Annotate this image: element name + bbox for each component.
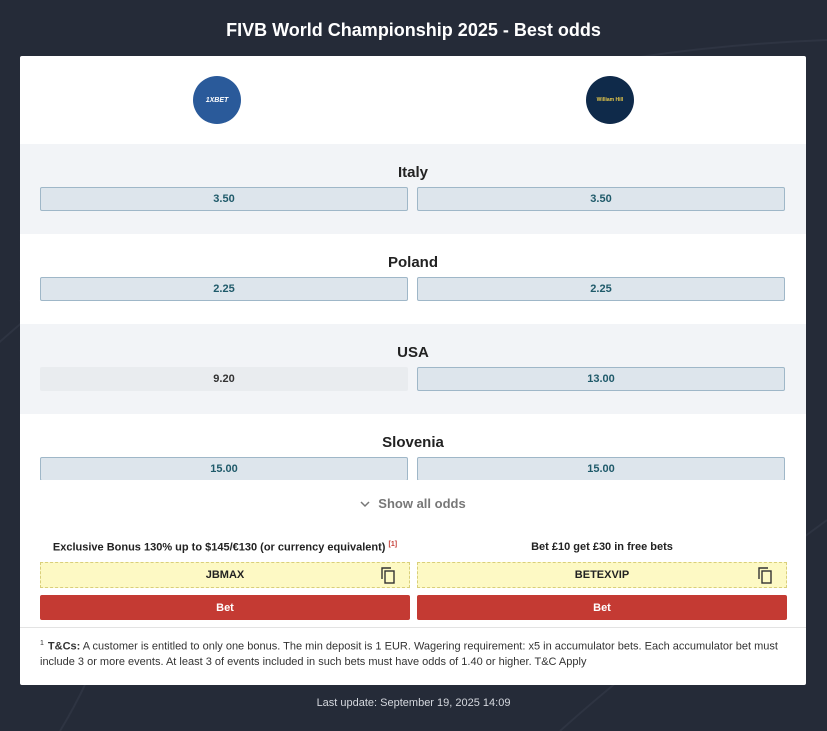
odds-button[interactable]: 3.50 (40, 187, 408, 211)
odds-button[interactable]: 2.25 (40, 277, 408, 301)
terms-text: A customer is entitled to only one bonus… (40, 640, 778, 668)
bet-button[interactable]: Bet (417, 595, 787, 620)
promo-code[interactable]: BETEXVIP (417, 562, 787, 588)
offer-label: Bet £10 get £30 in free bets (531, 541, 673, 553)
terms: 1 T&Cs: A customer is entitled to only on… (40, 636, 790, 670)
show-all-odds[interactable]: Show all odds (20, 496, 806, 511)
offer-text: Exclusive Bonus 130% up to $145/€130 (or… (40, 541, 410, 554)
code-label: BETEXVIP (574, 569, 630, 581)
odds-button[interactable]: 3.50 (417, 187, 785, 211)
odds-rows: Italy 3.50 3.50 Poland 2.25 2.25 USA 9.20 13.00 S… (20, 144, 806, 480)
offer-label: Exclusive Bonus 130% up to $145/€130 (or… (52, 541, 386, 554)
team-row: Slovenia 15.00 15.00 (20, 414, 806, 480)
team-row: USA 9.20 13.00 (20, 324, 806, 414)
copy-icon[interactable] (758, 567, 772, 584)
terms-label: T&Cs: (47, 640, 81, 653)
divider (20, 627, 806, 628)
terms-marker: 1 (40, 640, 44, 647)
team-name: USA (397, 344, 429, 361)
odds-card: 1XBET William Hill Italy 3.50 3.50 Poland 2.… (20, 56, 806, 685)
footnote-ref: [1] (388, 541, 398, 548)
last-update: Last update: September 19, 2025 14:09 (316, 697, 511, 709)
team-row: Italy 3.50 3.50 (20, 144, 806, 234)
copy-icon[interactable] (381, 567, 395, 584)
odds-button[interactable]: 15.00 (40, 457, 408, 480)
odds-button[interactable]: 15.00 (417, 457, 785, 480)
bookmaker-logo[interactable]: 1XBET (193, 76, 241, 124)
chevron-icon (360, 501, 370, 508)
show-all-label: Show all odds (378, 496, 466, 511)
team-name: Slovenia (382, 434, 444, 451)
odds-button[interactable]: 9.20 (40, 367, 408, 391)
code-label: JBMAX (205, 569, 245, 581)
team-name: Poland (387, 254, 438, 271)
bet-button[interactable]: Bet (40, 595, 410, 620)
team-row: Poland 2.25 2.25 (20, 234, 806, 324)
odds-button[interactable]: 13.00 (417, 367, 785, 391)
team-name: Italy (397, 164, 428, 181)
odds-button[interactable]: 2.25 (417, 277, 785, 301)
bookmaker-logo[interactable]: William Hill (586, 76, 634, 124)
promo-code[interactable]: JBMAX (40, 562, 410, 588)
offer-text: Bet £10 get £30 in free bets (417, 541, 787, 553)
title: FIVB World Championship 2025 - Best odds (226, 20, 601, 40)
